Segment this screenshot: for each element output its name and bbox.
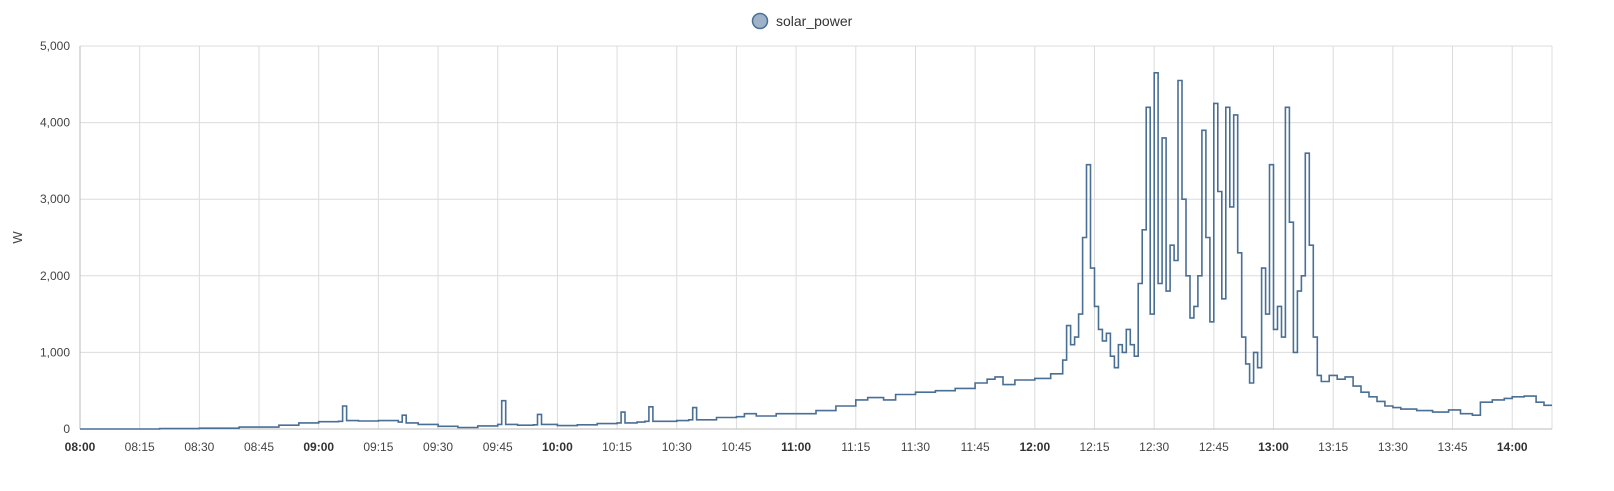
- x-tick-label: 11:30: [901, 440, 930, 454]
- x-tick-label: 08:45: [244, 440, 274, 454]
- y-axis-label: W: [10, 231, 25, 244]
- x-tick-label: 09:00: [303, 440, 334, 454]
- series-line-solar_power: [80, 72, 1552, 430]
- x-tick-label: 08:00: [65, 440, 96, 454]
- y-tick-label: 4,000: [40, 116, 70, 130]
- y-tick-label: 3,000: [40, 192, 70, 206]
- legend[interactable]: solar_power: [751, 12, 853, 30]
- x-tick-label: 11:00: [781, 440, 811, 454]
- x-tick-label: 12:15: [1079, 440, 1109, 454]
- x-tick-label: 10:30: [662, 440, 692, 454]
- x-tick-label: 14:00: [1497, 440, 1528, 454]
- x-tick-label: 13:15: [1318, 440, 1348, 454]
- x-tick-label: 08:30: [184, 440, 214, 454]
- series-layer: [80, 72, 1552, 430]
- x-tick-label: 09:30: [423, 440, 453, 454]
- x-tick-label: 12:00: [1019, 440, 1050, 454]
- x-tick-label: 13:00: [1258, 440, 1289, 454]
- x-tick-label: 11:15: [841, 440, 870, 454]
- grid: [79, 45, 1553, 430]
- x-tick-label: 10:45: [721, 440, 751, 454]
- axes: 0 1,000 2,000 3,000 4,000 5,000 08:00 08:15 08:3…: [40, 39, 1552, 454]
- x-tick-label: 12:30: [1139, 440, 1169, 454]
- x-tick-label: 08:15: [125, 440, 155, 454]
- y-tick-label: 5,000: [40, 39, 70, 53]
- x-tick-label: 12:45: [1199, 440, 1229, 454]
- legend-label[interactable]: solar_power: [776, 13, 853, 29]
- x-tick-label: 10:15: [602, 440, 632, 454]
- y-tick-label: 2,000: [40, 269, 70, 283]
- x-tick-label: 09:45: [483, 440, 513, 454]
- legend-swatch-icon[interactable]: [751, 12, 769, 30]
- x-tick-label: 13:30: [1378, 440, 1408, 454]
- x-tick-label: 09:15: [363, 440, 393, 454]
- y-tick-label: 0: [63, 422, 70, 436]
- x-tick-label: 11:45: [961, 440, 990, 454]
- x-tick-label: 13:45: [1438, 440, 1468, 454]
- y-tick-label: 1,000: [40, 345, 70, 359]
- x-tick-label: 10:00: [542, 440, 573, 454]
